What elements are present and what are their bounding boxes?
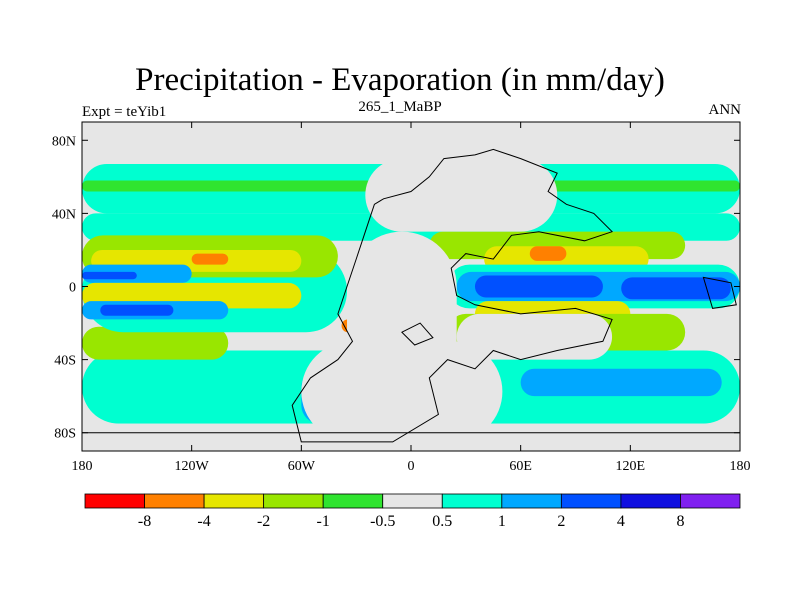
colorbar-swatch: [620, 493, 681, 509]
colorbar-label: -1: [317, 513, 330, 530]
y-tick-label: 40N: [52, 207, 76, 222]
colorbar-swatch: [441, 493, 503, 509]
colorbar-swatch: [144, 493, 205, 509]
chart-title: Precipitation - Evaporation (in mm/day): [135, 62, 665, 98]
x-tick-label: 120W: [175, 459, 210, 474]
colorbar-swatch: [322, 493, 384, 509]
pangea-east: [456, 313, 613, 360]
x-tick-label: 180: [730, 459, 751, 474]
season-label: ANN: [708, 102, 742, 118]
south-polar-cap: [82, 423, 740, 451]
colorbar-label: 1: [498, 513, 506, 530]
y-axis: 80N 40N 0 40S 80S: [52, 134, 740, 442]
colorbar-label: -2: [257, 513, 270, 530]
pangea-coastline: [291, 148, 614, 443]
colorbar-label: 0.5: [432, 513, 452, 530]
island-outline-1: [702, 276, 737, 309]
tethys-darkblue-east: [621, 277, 731, 300]
coastline: [82, 148, 740, 443]
x-tick-label: 120E: [616, 459, 646, 474]
pangea-south: [301, 341, 503, 442]
x-tick-label: 60E: [509, 459, 532, 474]
colorbar: -8 -4 -2 -1 -0.5 0.5 1 2 4 8: [84, 493, 741, 530]
experiment-label: Expt = teYib1: [82, 104, 167, 120]
colorbar-label: 8: [676, 513, 684, 530]
x-tick-label: 180: [72, 459, 93, 474]
x-axis: 180 120W 60W 0 60E 120E 180: [72, 122, 751, 474]
colorbar-swatch: [263, 493, 324, 509]
y-tick-label: 80S: [54, 427, 76, 442]
map-plot-area: [82, 122, 740, 451]
tethys-orange: [529, 246, 567, 261]
colorbar-swatch: [680, 493, 741, 509]
colorbar-label: -0.5: [370, 513, 395, 530]
x-tick-label: 60W: [288, 459, 316, 474]
y-tick-label: 0: [69, 281, 76, 296]
y-tick-label: 40S: [54, 354, 76, 369]
x-tick-label: 0: [408, 459, 415, 474]
pac-equ-darkblue: [82, 271, 137, 280]
colorbar-label: 2: [557, 513, 565, 530]
pac-south-darkblue: [100, 304, 174, 316]
colorbar-swatch: [84, 493, 145, 509]
colorbar-swatch: [501, 493, 562, 509]
colorbar-label: 4: [617, 513, 625, 530]
colorbar-label: -4: [197, 513, 210, 530]
tethys-darkblue: [474, 275, 603, 298]
pangea-north: [365, 158, 558, 232]
colorbar-swatch: [203, 493, 265, 509]
colorbar-label: -8: [138, 513, 151, 530]
pac-north-orange: [191, 253, 229, 265]
y-tick-label: 80N: [52, 134, 76, 149]
far-south-blue: [520, 368, 722, 397]
chart-subtitle: 265_1_MaBP: [358, 99, 442, 115]
colorbar-swatch: [560, 493, 622, 509]
north-polar-cap: [82, 122, 740, 165]
colorbar-swatch: [382, 493, 443, 509]
island-outline-0: [401, 322, 434, 346]
pac-south-green: [82, 326, 229, 360]
